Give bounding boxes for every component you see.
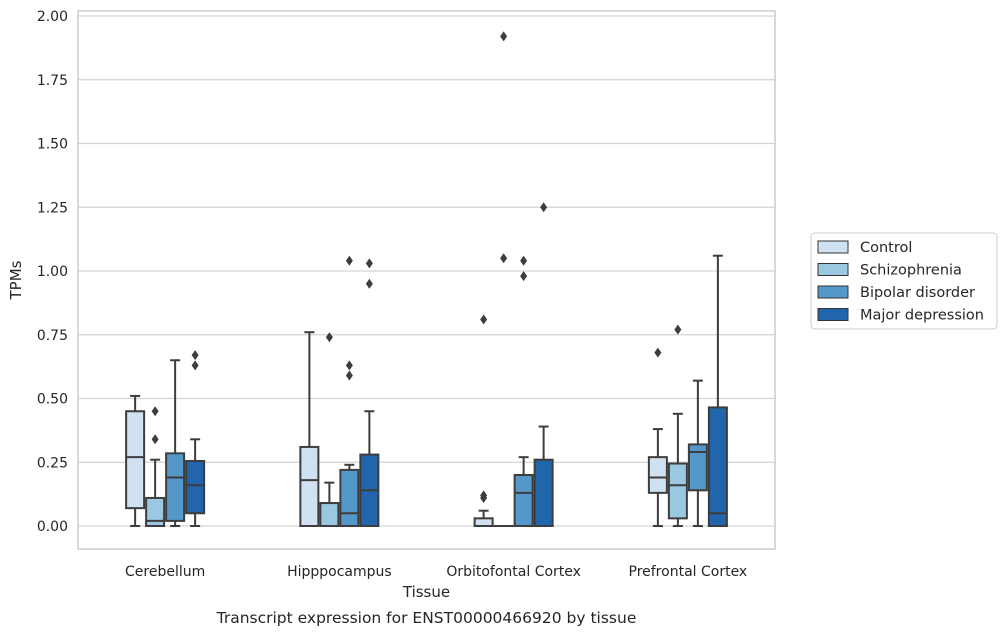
y-tick-label: 0.50 (37, 392, 68, 408)
box-iqr (165, 452, 186, 522)
outlier-point (151, 406, 159, 417)
legend-label: Schizophrenia (860, 263, 962, 279)
box-iqr (513, 474, 534, 527)
outlier-point (520, 255, 528, 266)
gridlines (78, 15, 775, 527)
outlier-point (151, 434, 159, 445)
outlier-point (345, 370, 353, 381)
box (493, 31, 514, 528)
box (707, 254, 728, 527)
box-iqr (185, 459, 206, 515)
x-axis-label: Tissue (402, 583, 450, 601)
outlier-point (365, 258, 373, 269)
box (533, 202, 554, 528)
legend-frame (810, 232, 998, 330)
box-iqr (667, 462, 688, 520)
outlier-point (191, 350, 199, 361)
box-iqr (533, 458, 554, 528)
y-tick-label: 0.25 (37, 455, 68, 471)
series-bipolar-disorder (165, 255, 708, 527)
box (185, 350, 206, 527)
y-tick-label: 1.25 (37, 200, 68, 216)
box-iqr (473, 517, 494, 527)
box-iqr (145, 496, 166, 528)
box-iqr (125, 410, 146, 510)
x-tick-label: Prefrontal Cortex (629, 564, 748, 580)
box (299, 331, 320, 528)
box-iqr (647, 456, 668, 494)
y-tick-label: 2.00 (37, 9, 68, 25)
box (687, 379, 708, 527)
y-tick-label: 1.50 (37, 137, 68, 153)
box (145, 406, 166, 528)
outlier-point (480, 490, 488, 501)
box-iqr (299, 445, 320, 528)
chart-caption: Transcript expression for ENST0000046692… (216, 609, 637, 627)
box (125, 394, 146, 527)
outlier-point (540, 202, 548, 213)
outlier-point (500, 253, 508, 264)
y-axis-label: TPMs (7, 260, 25, 300)
box (339, 255, 360, 527)
outlier-point (325, 332, 333, 343)
outlier-point (480, 314, 488, 325)
y-tick-label: 1.00 (37, 264, 68, 280)
series-schizophrenia (145, 31, 688, 528)
box (647, 347, 668, 527)
legend-label: Control (860, 240, 912, 256)
x-tick-label: Hipppocampus (287, 564, 392, 580)
legend-swatch (817, 240, 849, 254)
box-iqr (319, 502, 340, 527)
plot-area (125, 31, 728, 528)
box-iqr (687, 443, 708, 492)
series-major-depression (185, 202, 728, 528)
outlier-point (654, 347, 662, 358)
outlier-point (191, 360, 199, 371)
legend-swatch (817, 308, 849, 321)
box (165, 359, 186, 527)
outlier-point (365, 278, 373, 289)
outlier-point (500, 31, 508, 42)
plot-frame (77, 10, 776, 550)
legend-swatch (817, 263, 849, 276)
y-tick-label: 0.00 (37, 519, 68, 535)
y-tick-label: 0.75 (37, 328, 68, 344)
legend-label: Major depression (860, 308, 984, 324)
outlier-point (520, 271, 528, 282)
box-iqr (707, 406, 728, 527)
x-tick-label: Cerebellum (125, 564, 205, 580)
series-control (125, 314, 668, 528)
y-tick-label: 1.75 (37, 73, 68, 89)
x-tick-label: Orbitofontal Cortex (446, 564, 581, 580)
box-iqr (339, 468, 360, 527)
legend: Control Schizophrenia Bipolar disorder Majo… (810, 232, 998, 330)
outlier-point (674, 324, 682, 335)
box (473, 314, 494, 527)
outlier-point (345, 360, 353, 371)
box (319, 332, 340, 527)
x-axis-ticks: Cerebellum Hipppocampus Orbitofontal Corte… (125, 564, 747, 580)
legend-label: Bipolar disorder (860, 285, 975, 301)
box (667, 324, 688, 527)
legend-swatch (817, 285, 849, 299)
outlier-point (345, 255, 353, 266)
y-axis-ticks: 0.00 0.25 0.50 0.75 1.00 1.25 1.50 1.75 2.00 (37, 9, 68, 535)
box (359, 258, 380, 528)
box (513, 255, 534, 527)
